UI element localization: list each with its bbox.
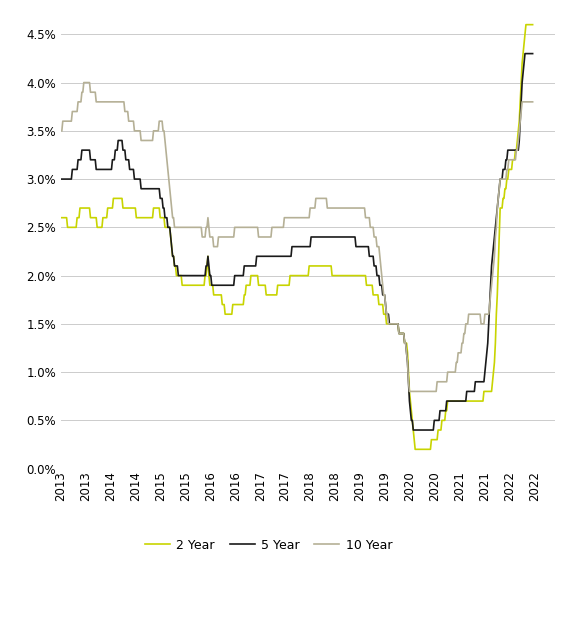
Line: 10 Year: 10 Year: [62, 83, 532, 391]
Legend: 2 Year, 5 Year, 10 Year: 2 Year, 5 Year, 10 Year: [140, 534, 397, 557]
Line: 2 Year: 2 Year: [62, 25, 532, 449]
Line: 5 Year: 5 Year: [62, 54, 532, 430]
